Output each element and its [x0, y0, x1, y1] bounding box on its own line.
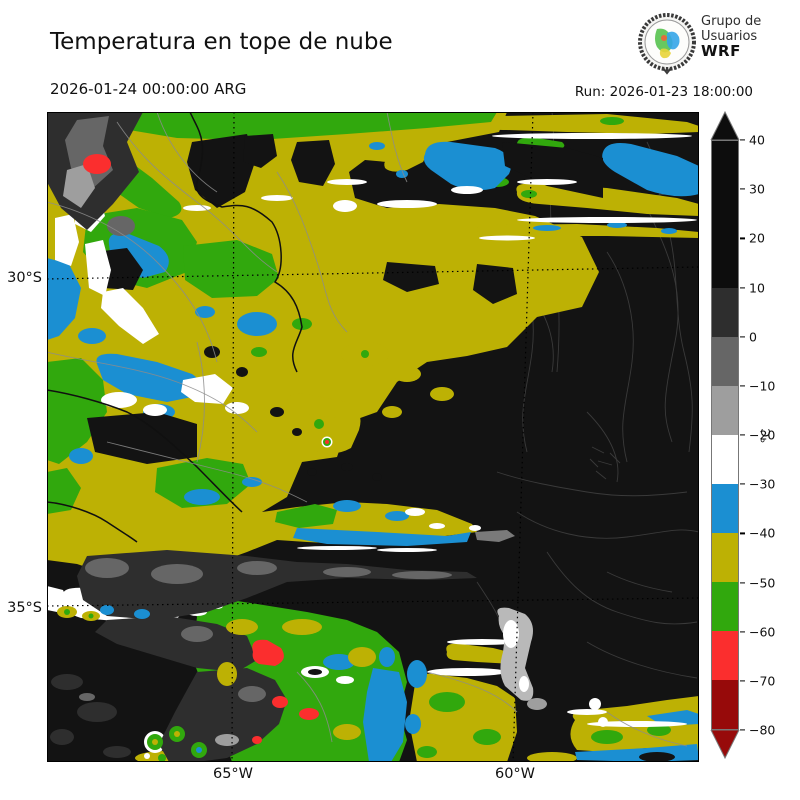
- colorbar-tick-label: 10: [749, 280, 765, 295]
- colorbar-tick-label: −30: [749, 476, 776, 492]
- colorbar-tick-mark: [740, 581, 745, 584]
- clear-air-holes: [87, 134, 675, 762]
- colorbar-tick-mark: [740, 532, 745, 534]
- x-axis-tick-65W: 65°W: [212, 766, 254, 782]
- colorbar-tick-mark: [740, 336, 745, 338]
- colorbar-tick-mark: [740, 729, 745, 731]
- colorbar-tick-mark: [740, 434, 745, 436]
- colorbar-tick-label: 0: [749, 329, 757, 345]
- page-title: Temperatura en tope de nube: [50, 29, 393, 55]
- cloud-detail-markers: [57, 154, 376, 762]
- colorbar-tick-mark: [740, 483, 745, 485]
- colorbar-tick-label: 30: [749, 181, 765, 197]
- colorbar-segment: [712, 435, 738, 485]
- logo-line-2: Usuarios: [701, 29, 758, 44]
- colorbar-segment: [712, 484, 738, 534]
- colorbar-tick-label: −50: [749, 575, 776, 590]
- colorbar-tick-label: −20: [749, 427, 776, 443]
- x-axis-tick-60W: 60°W: [494, 766, 536, 782]
- colorbar-arrow-top: [710, 111, 740, 140]
- colorbar-tick-mark: [740, 680, 745, 682]
- cloud-region-gray: [47, 112, 547, 762]
- country-borders: [46, 111, 303, 543]
- graticule-lines: [46, 111, 700, 763]
- colorbar-segment: [712, 631, 738, 681]
- colorbar-tick-label: −40: [749, 525, 776, 541]
- map-panel: [46, 111, 700, 765]
- colorbar-tick-mark: [740, 286, 745, 289]
- colorbar-tick-label: 40: [749, 132, 765, 148]
- colorbar-tick-label: −80: [749, 722, 776, 738]
- wrf-users-group-logo: Grupo de Usuarios WRF: [637, 11, 797, 75]
- colorbar-segments: [711, 140, 739, 730]
- run-time-label: Run: 2026-01-23 18:00:00: [574, 84, 753, 100]
- colorbar-tick-mark: [740, 188, 745, 190]
- logo-line-3: WRF: [701, 42, 741, 60]
- district-borders: [476, 111, 700, 683]
- globe-emblem-icon: [638, 13, 696, 75]
- colorbar-tick-mark: [740, 237, 745, 239]
- colorbar-segment: [712, 680, 738, 730]
- colorbar-tick-label: −70: [749, 673, 776, 689]
- colorbar-segment: [712, 141, 738, 289]
- colorbar-segment: [712, 288, 738, 338]
- cloud-top-temperature-map: [46, 111, 700, 765]
- map-frame: [47, 112, 699, 762]
- colorbar-segment: [712, 582, 738, 632]
- colorbar-tick-label: −10: [749, 378, 776, 394]
- colorbar-tick-mark: [740, 139, 745, 141]
- colorbar-segment: [712, 533, 738, 583]
- valid-time-label: 2026-01-24 00:00:00 ARG: [50, 80, 247, 98]
- y-axis-tick-30S: 30°S: [7, 270, 42, 286]
- colorbar-tick-label: −60: [749, 624, 776, 640]
- colorbar-tick-label: 20: [749, 230, 765, 246]
- logo-line-1: Grupo de: [701, 14, 762, 29]
- colorbar-arrow-bottom: [710, 730, 740, 759]
- colorbar-segment: [712, 386, 738, 436]
- y-axis-tick-35S: 35°S: [7, 600, 42, 616]
- province-borders: [46, 111, 688, 747]
- colorbar-tick-mark: [740, 385, 745, 387]
- colorbar-unit-label: °C: [758, 428, 773, 444]
- colorbar-tick-mark: [740, 631, 745, 633]
- colorbar-segment: [712, 337, 738, 387]
